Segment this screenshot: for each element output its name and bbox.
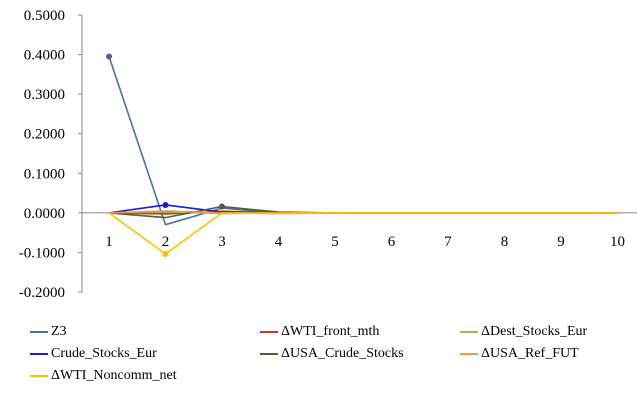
legend-swatch [460, 331, 478, 333]
legend-item: ΔWTI_front_mth [260, 324, 379, 340]
legend-item: ΔUSA_Crude_Stocks [260, 346, 404, 362]
legend-swatch [460, 353, 478, 355]
legend-item: ΔWTI_Noncomm_net [30, 368, 177, 384]
y-tick-label: 0.3000 [24, 87, 65, 103]
y-tick-label: 0.2000 [24, 127, 65, 143]
legend-swatch [30, 353, 48, 355]
legend-label: ΔWTI_Noncomm_net [51, 368, 177, 383]
legend-item: Crude_Stocks_Eur [30, 346, 157, 362]
series-line [108, 56, 618, 226]
legend-item: Z3 [30, 324, 67, 340]
y-tick-label: 0.0000 [24, 206, 65, 222]
legend-swatch [30, 375, 48, 377]
x-tick-label: 4 [275, 234, 283, 250]
legend-item: ΔUSA_Ref_FUT [460, 346, 579, 362]
x-tick-label: 2 [162, 234, 170, 250]
x-tick-label: 9 [557, 234, 565, 250]
x-tick-label: 1 [105, 234, 113, 250]
legend-label: ΔWTI_front_mth [281, 324, 380, 339]
x-tick-label: 6 [388, 234, 396, 250]
legend-label: ΔDest_Stocks_Eur [481, 324, 588, 339]
y-tick-label: -0.1000 [19, 245, 65, 261]
legend-label: ΔUSA_Ref_FUT [481, 346, 579, 361]
y-tick-label: 0.5000 [24, 8, 65, 24]
y-tick-label: 0.1000 [24, 166, 65, 182]
x-tick-label: 3 [218, 234, 226, 250]
x-tick-label: 5 [331, 234, 339, 250]
series-line [108, 212, 618, 255]
series-marker [219, 203, 225, 210]
y-tick-label: -0.2000 [19, 285, 65, 301]
legend-item: ΔDest_Stocks_Eur [460, 324, 587, 340]
plot-area: 0.5000 0.4000 0.3000 0.2000 0.1000 0.0000 -0.1… [19, 8, 637, 301]
legend-swatch [30, 331, 48, 333]
chart-legend: Z3 ΔWTI_front_mth ΔDest_Stocks_Eur Crude_St… [30, 320, 630, 395]
legend-label: ΔUSA_Crude_Stocks [281, 346, 404, 361]
series-marker [106, 53, 112, 60]
y-tick-label: 0.4000 [24, 48, 65, 64]
series-marker [162, 201, 169, 208]
x-tick-label: 10 [610, 234, 625, 250]
legend-swatch [260, 331, 278, 333]
x-tick-label: 8 [501, 234, 509, 250]
series-marker [162, 251, 169, 258]
legend-swatch [260, 353, 278, 355]
x-tick-label: 7 [444, 234, 452, 250]
legend-label: Z3 [51, 324, 67, 339]
legend-label: Crude_Stocks_Eur [51, 346, 157, 361]
